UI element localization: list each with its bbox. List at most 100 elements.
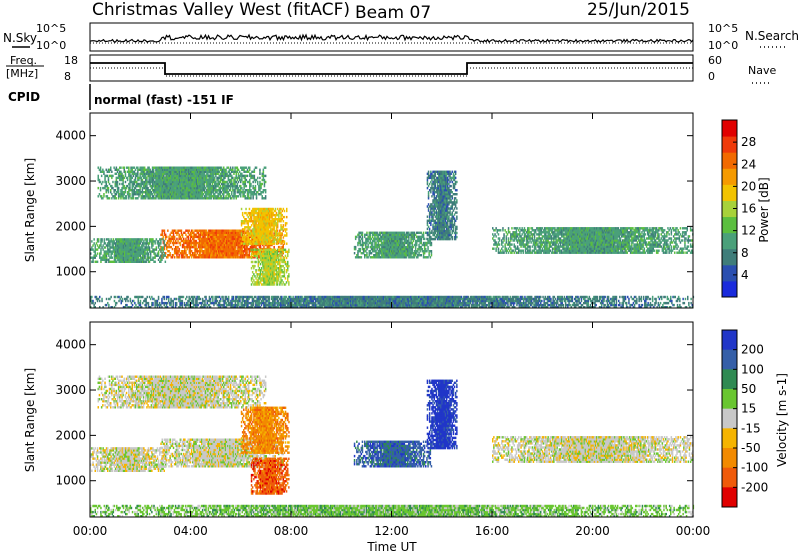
echo-cell [177,231,179,234]
echo-cell [234,170,236,173]
echo-cell [204,180,207,184]
echo-cell [185,239,187,243]
echo-cell [102,186,104,190]
echo-cell [177,193,180,196]
echo-cell [162,174,164,178]
echo-cell [163,178,165,182]
echo-cell [234,193,236,196]
echo-cell [207,239,210,243]
echo-cell [204,243,206,247]
echo-cell [227,186,230,190]
echo-cell [252,184,254,188]
echo-cell [254,189,257,192]
echo-cell [190,235,193,239]
echo-cell [130,189,132,192]
echo-cell [182,172,184,175]
echo-cell [199,184,201,188]
echo-cell [150,191,153,194]
echo-cell [181,252,184,255]
echo-cell [194,250,196,253]
echo-cell [108,170,111,173]
echo-cell [240,232,243,235]
echo-cell [225,168,227,171]
echo-cell [203,176,206,180]
echo-cell [150,193,153,196]
echo-cell [141,168,144,171]
echo-cell [209,195,211,198]
echo-cell [259,170,261,173]
echo-cell [194,186,197,190]
echo-cell [206,250,209,253]
echo-cell [128,182,130,186]
echo-cell [168,168,171,171]
echo-cell [174,168,176,171]
echo-cell [190,243,193,247]
echo-cell [159,178,162,182]
echo-cell [251,170,253,173]
echo-cell [199,191,201,194]
echo-cell [131,191,133,194]
echo-cell [128,189,130,192]
echo-cell [176,189,179,192]
echo-cell [171,184,173,188]
echo-cell [202,166,205,169]
echo-cell [253,191,256,194]
echo-cell [154,193,156,196]
echo-cell [157,195,159,198]
echo-cell [178,178,181,182]
echo-cell [177,189,180,192]
echo-cell [211,243,213,247]
echo-cell [224,172,226,175]
echo-cell [176,180,179,184]
echo-cell [173,189,175,192]
echo-cell [130,197,132,200]
echo-cell [213,237,215,241]
echo-cell [221,184,224,188]
echo-cell [119,170,121,173]
echo-cell [212,193,215,196]
echo-cell [151,184,154,188]
echo-cell [178,254,180,257]
echo-cell [177,174,180,178]
echo-cell [186,191,189,194]
echo-cell [195,180,198,184]
echo-cell [182,180,184,184]
echo-cell [132,174,135,178]
echo-cell [288,273,290,276]
echo-cell [119,174,121,178]
echo-cell [180,252,183,255]
echo-cell [283,215,286,219]
echo-cell [214,178,216,182]
echo-cell [116,182,119,186]
echo-cell [240,178,242,182]
echo-cell [164,237,167,241]
echo-cell [147,172,149,175]
echo-cell [227,174,230,178]
echo-cell [117,195,120,198]
echo-cell [140,195,142,198]
echo-cell [185,176,188,180]
echo-cell [194,174,197,178]
echo-cell [176,168,179,171]
echo-cell [97,178,99,182]
echo-cell [214,170,216,173]
echo-cell [213,241,215,245]
echo-cell [175,245,177,249]
echo-cell [120,174,122,178]
echo-cell [197,241,200,245]
echo-cell [150,172,153,175]
echo-cell [137,182,139,186]
echo-cell [193,235,195,239]
echo-cell [171,172,173,175]
echo-cell [111,174,113,178]
echo-cell [201,172,204,175]
echo-cell [233,170,235,173]
echo-cell [175,250,177,253]
echo-cell [198,178,200,182]
echo-cell [175,184,178,188]
echo-cell [215,186,217,190]
echo-cell [183,250,185,253]
freq-tick-high: 18 [64,54,78,67]
echo-cell [190,193,192,196]
echo-cell [172,197,174,200]
